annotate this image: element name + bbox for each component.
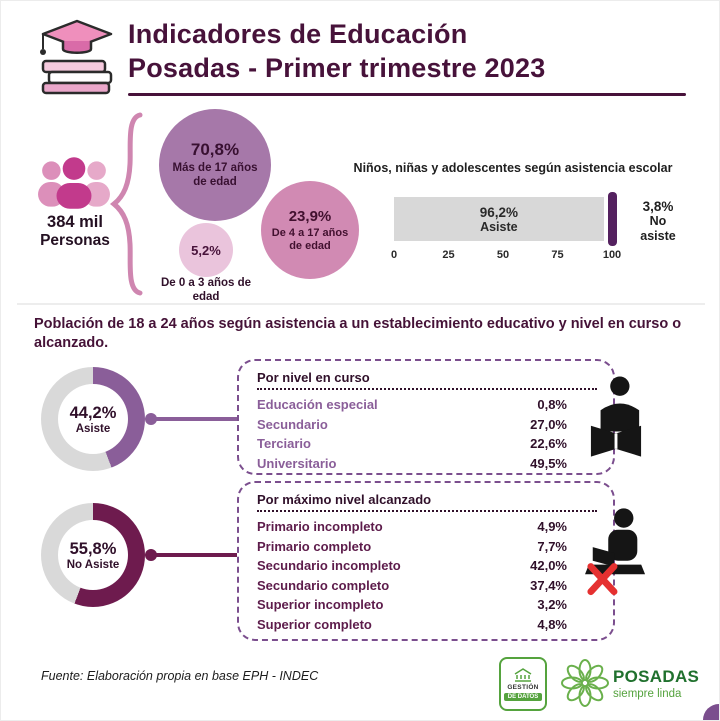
level-row: Universitario 49,5% [257,454,567,474]
level-value: 42,0% [530,558,567,574]
level-value: 0,8% [537,397,567,413]
level-label: Superior completo [257,616,372,632]
brand-tagline: siempre linda [613,688,682,700]
connector-line [151,417,239,421]
asiste-value: 96,2% [479,204,518,220]
person-reading-icon [590,376,642,457]
nivel-en-curso-rows: Educación especial 0,8% Secundario 27,0%… [257,395,597,473]
level-label: Primario completo [257,538,372,554]
data-management-badge-icon: GESTIÓN DE DATOS [499,657,547,711]
age-bubble-0-3-label: De 0 a 3 años de edad [160,277,252,303]
axis-tick: 100 [602,249,622,261]
donut-hole [58,384,128,454]
level-row: Primario incompleto 4,9% [257,517,567,537]
graduation-cap-books-icon [40,19,113,95]
brand-name: POSADAS [613,667,700,686]
bubble-value: 70,8% [190,140,240,160]
brand-lockup: POSADAS siempre linda [613,667,699,700]
axis-tick: 25 [442,249,455,261]
person-not-studying-icon [585,508,646,596]
attendance-axis: 0 25 50 75 100 [390,249,621,263]
badge-line-1: GESTIÓN [507,683,539,691]
title-underline [128,93,686,96]
level-row: Primario completo 7,7% [257,537,567,557]
curly-brace [110,112,143,296]
section-divider [17,303,705,305]
population-total: 384 mil Personas [19,213,131,250]
level-label: Superior incompleto [257,597,384,613]
no-asiste-donut: 55,8% No Asiste [41,503,145,607]
level-row: Secundario 27,0% [257,415,567,435]
maximo-nivel-rows: Primario incompleto 4,9% Primario comple… [257,517,597,634]
level-label: Terciario [257,436,311,452]
attendance-bar-asiste: 96,2% Asiste [394,197,604,241]
population-total-label: Personas [40,232,110,249]
attendance-bar-track: 96,2% Asiste [394,192,617,246]
level-label: Universitario [257,455,337,471]
no-asiste-donut-label: No Asiste [66,558,120,571]
level-label: Secundario incompleto [257,558,401,574]
asiste-donut-value: 44,2% [69,403,117,422]
age-bubble-4-17: 23,9% De 4 a 17 años de edad [261,181,359,279]
age-bubble-over-17: 70,8% Más de 17 años de edad [159,109,271,221]
badge-building-icon [514,667,532,682]
level-label: Primario incompleto [257,519,383,535]
asiste-donut-label: Asiste [75,422,111,435]
axis-tick: 0 [390,249,398,261]
donut-hole [58,520,128,590]
level-value: 4,9% [537,519,567,535]
section2-title: Población de 18 a 24 años según asistenc… [34,316,682,351]
bubble-value: 23,9% [288,207,332,225]
level-value: 3,2% [537,597,567,613]
level-label: Secundario completo [257,577,390,593]
asiste-label: Asiste [480,219,518,234]
nivel-en-curso-title: Por nivel en curso [257,370,597,390]
level-label: Secundario [257,416,328,432]
level-row: Superior incompleto 3,2% [257,595,567,615]
level-value: 27,0% [530,416,567,432]
population-total-value: 384 mil [47,213,103,231]
level-value: 4,8% [537,616,567,632]
corner-decoration [703,704,719,720]
axis-tick: 50 [496,249,510,261]
no-asiste-callout: 3,8% No asiste [631,199,685,244]
nivel-en-curso-box: Por nivel en curso Educación especial 0,… [237,359,615,475]
badge-line-2: DE DATOS [503,692,543,701]
bubble-label: Más de 17 años de edad [172,162,258,188]
level-value: 7,7% [537,538,567,554]
level-row: Secundario incompleto 42,0% [257,556,567,576]
bubble-value: 5,2% [191,242,221,258]
attendance-bar-no-asiste [608,192,617,246]
level-value: 49,5% [530,455,567,471]
no-asiste-donut-value: 55,8% [69,539,117,558]
no-asiste-label: No asiste [640,214,676,243]
level-value: 37,4% [530,577,567,593]
bubble-label: De 4 a 17 años de edad [271,226,349,252]
maximo-nivel-box: Por máximo nivel alcanzado Primario inco… [237,481,615,641]
level-row: Educación especial 0,8% [257,395,567,415]
posadas-flower-logo [561,659,609,707]
level-row: Terciario 22,6% [257,434,567,454]
title-line-2: Posadas - Primer trimestre 2023 [128,53,546,83]
people-group-icon [38,157,110,209]
axis-tick: 75 [551,249,564,261]
no-asiste-value: 3,8% [642,199,674,214]
level-row: Superior completo 4,8% [257,615,567,635]
page-title: Indicadores de Educación Posadas - Prime… [128,17,545,85]
level-value: 22,6% [530,436,567,452]
maximo-nivel-title: Por máximo nivel alcanzado [257,492,597,512]
asiste-donut: 44,2% Asiste [41,367,145,471]
level-row: Secundario completo 37,4% [257,576,567,596]
age-bubble-0-3: 5,2% [179,223,233,277]
title-line-1: Indicadores de Educación [128,19,468,49]
attendance-chart-title: Niños, niñas y adolescentes según asiste… [353,161,673,175]
connector-line [151,553,239,557]
level-label: Educación especial [257,397,378,413]
source-note: Fuente: Elaboración propia en base EPH -… [41,669,319,683]
